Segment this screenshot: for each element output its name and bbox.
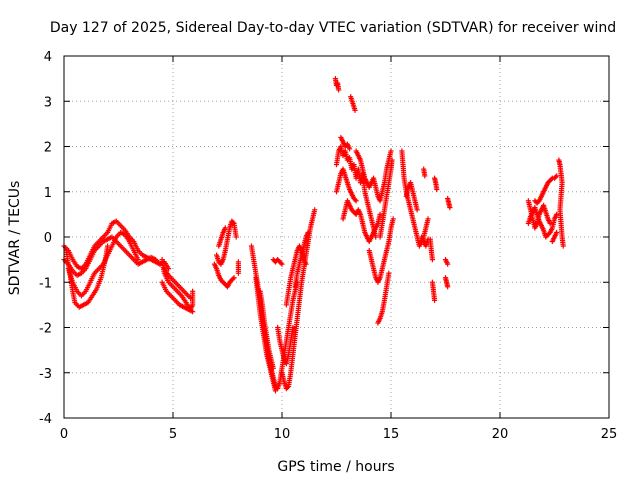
- data-point: [312, 207, 318, 213]
- x-tick-label: 10: [274, 427, 291, 442]
- y-tick-label: 2: [44, 141, 52, 156]
- data-point: [352, 107, 358, 113]
- data-point: [190, 288, 196, 294]
- data-point: [429, 257, 436, 263]
- data-point: [353, 198, 359, 204]
- data-point: [425, 216, 431, 222]
- y-tick-label: 1: [44, 186, 52, 201]
- data-point: [373, 234, 379, 240]
- data-point: [270, 365, 276, 371]
- data-point: [554, 211, 560, 217]
- data-point: [278, 260, 284, 266]
- data-point: [548, 176, 554, 182]
- data-point: [233, 234, 239, 240]
- data-point: [230, 219, 236, 225]
- data-point: [187, 295, 194, 301]
- data-point: [447, 204, 453, 211]
- data-point: [388, 148, 394, 154]
- data-point: [547, 220, 553, 227]
- y-tick-label: -3: [39, 367, 52, 382]
- data-point: [445, 261, 451, 267]
- data-point: [535, 199, 541, 205]
- data-points: [61, 76, 566, 394]
- data-point: [390, 216, 396, 222]
- data-point: [231, 275, 237, 281]
- data-point: [105, 243, 111, 249]
- y-tick-label: 3: [44, 95, 52, 110]
- data-point: [135, 257, 141, 263]
- y-tick-label: -1: [39, 276, 52, 291]
- axes: [63, 55, 610, 419]
- data-point: [552, 174, 559, 180]
- data-point: [432, 297, 438, 303]
- data-point: [305, 229, 311, 236]
- y-axis-label: SDTVAR / TECUs: [7, 181, 23, 296]
- data-point: [284, 384, 291, 391]
- tick-labels: 0 5 10 15 20 25 -4 -3 -2 -1 0 1 2 3 4: [39, 50, 617, 442]
- data-point: [560, 243, 566, 249]
- data-point: [279, 261, 285, 267]
- data-point: [157, 261, 163, 267]
- data-point: [554, 173, 560, 179]
- data-point: [166, 266, 172, 272]
- data-point: [346, 146, 353, 152]
- data-point: [386, 270, 392, 276]
- x-tick-label: 0: [60, 427, 68, 442]
- data-point: [445, 284, 451, 290]
- data-point: [190, 309, 196, 315]
- data-point: [272, 388, 279, 394]
- data-point: [230, 276, 236, 282]
- data-point: [336, 87, 342, 93]
- grid: [64, 56, 609, 418]
- data-point: [414, 207, 420, 213]
- data-point: [377, 211, 383, 217]
- data-point: [389, 157, 395, 163]
- y-tick-label: -4: [39, 412, 52, 427]
- data-point: [235, 270, 241, 276]
- chart-title: Day 127 of 2025, Sidereal Day-to-day VTE…: [50, 20, 616, 36]
- x-tick-label: 5: [169, 427, 177, 442]
- x-axis-label: GPS time / hours: [277, 459, 394, 475]
- data-point: [352, 197, 358, 203]
- data-point: [422, 173, 428, 179]
- y-tick-label: -2: [39, 322, 52, 337]
- y-tick-label: 4: [44, 50, 52, 65]
- x-tick-label: 15: [383, 427, 400, 442]
- data-point: [554, 229, 560, 236]
- data-point: [546, 231, 552, 237]
- x-tick-label: 25: [601, 427, 618, 442]
- data-point: [290, 324, 296, 331]
- data-point: [303, 261, 309, 267]
- data-point: [434, 186, 440, 193]
- data-point: [222, 225, 228, 231]
- x-tick-label: 20: [492, 427, 509, 442]
- y-tick-label: 0: [44, 231, 52, 246]
